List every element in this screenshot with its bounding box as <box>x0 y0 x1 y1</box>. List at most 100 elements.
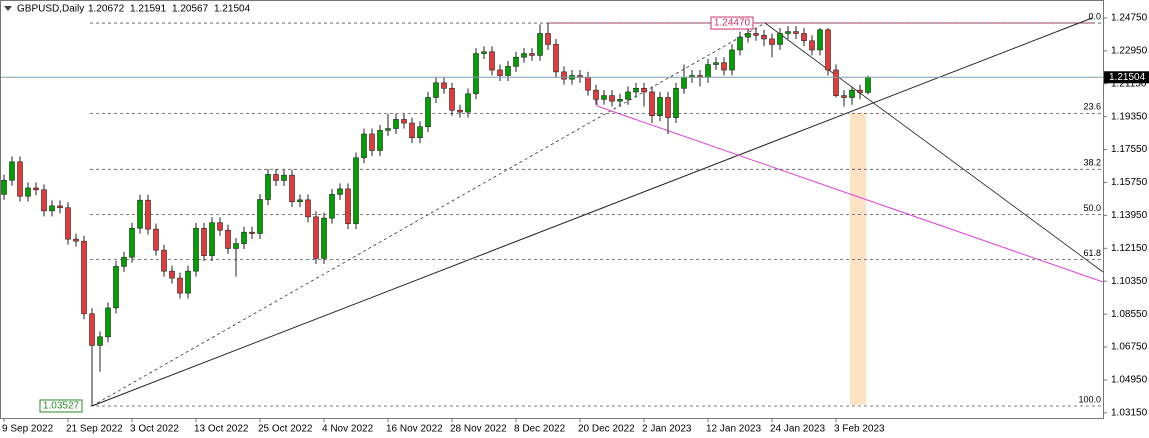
candle-body <box>657 97 663 117</box>
trend-line <box>91 17 1093 407</box>
ohlc-close: 1.21504 <box>214 4 251 15</box>
candle-body <box>489 51 495 71</box>
symbol-icon <box>4 6 12 11</box>
candle-body <box>169 270 175 279</box>
y-tick-label: 1.17550 <box>1111 144 1148 155</box>
candle-body <box>425 97 431 128</box>
y-tick-label: 1.19350 <box>1111 111 1148 122</box>
x-tick-label: 8 Dec 2022 <box>514 424 566 435</box>
candle-body <box>273 174 279 181</box>
price-label: 1.21504 <box>1109 72 1146 83</box>
candle-body <box>641 88 647 93</box>
y-tick-label: 1.08550 <box>1111 309 1148 320</box>
candle-body <box>313 216 319 259</box>
y-tick-label: 1.21150 <box>1111 78 1147 89</box>
candle-body <box>649 91 655 117</box>
candle-body <box>201 228 207 256</box>
candle-body <box>25 187 31 197</box>
candle-body <box>385 128 391 131</box>
candle-body <box>433 82 439 98</box>
candle-body <box>17 161 23 197</box>
y-tick-label: 1.13950 <box>1111 210 1148 221</box>
candle-body <box>129 227 135 258</box>
candle-body <box>481 51 487 54</box>
candle-body <box>241 231 247 244</box>
candle-body <box>681 77 687 89</box>
candle-body <box>57 205 63 209</box>
y-tick-label: 1.04950 <box>1111 375 1148 386</box>
candle-body <box>401 119 407 124</box>
candle-body <box>137 199 143 229</box>
channel-line <box>596 105 1104 283</box>
x-tick-label: 3 Oct 2022 <box>130 424 179 435</box>
candle-body <box>281 174 287 181</box>
trend-line <box>764 22 1104 273</box>
candle-body <box>753 33 759 36</box>
candle-body <box>193 228 199 272</box>
candle-body <box>185 270 191 294</box>
candle-body <box>441 82 447 89</box>
candle-body <box>545 33 551 45</box>
candle-body <box>737 36 743 51</box>
annotation-box <box>39 399 83 413</box>
candle-body <box>297 199 303 202</box>
candle-body <box>521 53 527 58</box>
fib-level-label: 61.8 <box>1083 248 1101 258</box>
candle-body <box>113 266 119 309</box>
candle-body <box>249 231 255 234</box>
candle-body <box>609 95 615 102</box>
annotation-label: 1.03527 <box>43 401 80 412</box>
candle-body <box>337 188 343 195</box>
candle-body <box>785 31 791 34</box>
y-tick-label: 1.24750 <box>1111 13 1148 24</box>
plot-frame <box>0 0 1104 419</box>
candle-body <box>289 174 295 202</box>
candle-body <box>553 44 559 73</box>
ohlc-low: 1.20567 <box>172 4 209 15</box>
price-label-box <box>1104 71 1149 84</box>
candle-body <box>265 174 271 200</box>
candle-body <box>729 49 735 71</box>
candle-body <box>153 228 159 251</box>
candle-body <box>353 157 359 224</box>
x-tick-label: 9 Sep 2022 <box>2 424 54 435</box>
candle-body <box>793 31 799 34</box>
candle-body <box>841 95 847 98</box>
candle-body <box>801 33 807 42</box>
symbol: GBPUSD,Daily <box>17 4 84 15</box>
candle-body <box>537 33 543 56</box>
candle-body <box>777 33 783 45</box>
x-tick-label: 25 Oct 2022 <box>258 424 313 435</box>
candle-body <box>41 189 47 212</box>
candle-body <box>625 91 631 100</box>
candle-body <box>745 33 751 38</box>
x-tick-label: 12 Jan 2023 <box>706 424 761 435</box>
candle-body <box>817 29 823 51</box>
candle-body <box>121 256 127 267</box>
candle-body <box>665 97 671 118</box>
fib-level-label: 0.0 <box>1088 11 1101 21</box>
marks <box>0 22 1103 407</box>
fib-level-label: 23.6 <box>1083 102 1101 112</box>
candle-body <box>761 34 767 40</box>
candle-body <box>585 77 591 91</box>
candle-body <box>9 161 15 181</box>
candle-body <box>713 62 719 65</box>
candle-body <box>769 38 775 45</box>
candle-body <box>177 277 183 294</box>
candle-body <box>145 199 151 230</box>
candle-body <box>81 240 87 315</box>
candle-body <box>65 207 71 240</box>
candle-body <box>505 66 511 76</box>
y-tick-label: 1.22950 <box>1111 45 1148 56</box>
candle-body <box>601 95 607 100</box>
candle-body <box>417 126 423 138</box>
candle-body <box>89 313 95 346</box>
x-tick-label: 24 Jan 2023 <box>770 424 825 435</box>
candle-body <box>257 199 263 234</box>
candle-body <box>593 89 599 100</box>
candle-body <box>497 69 503 76</box>
candle-body <box>73 238 79 242</box>
